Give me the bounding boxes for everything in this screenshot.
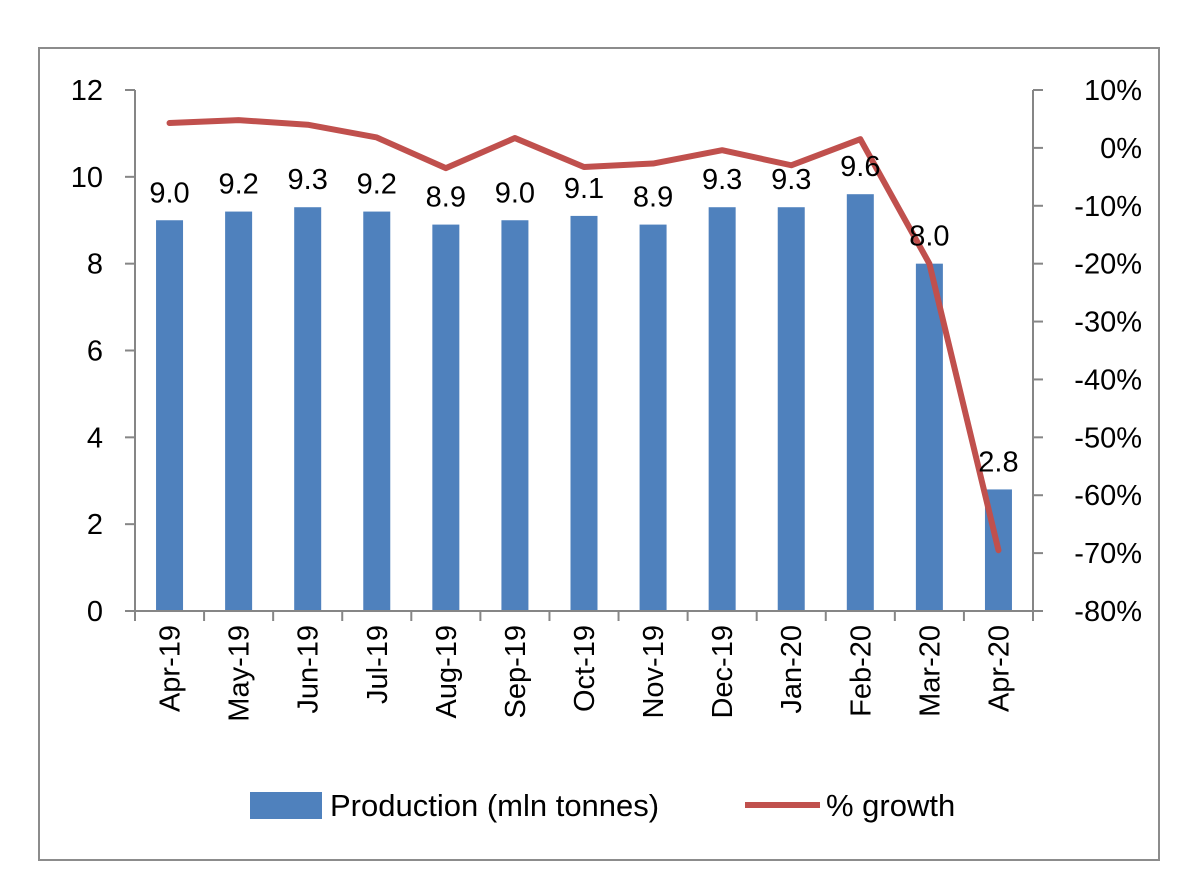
line-layer bbox=[166, 117, 1002, 554]
data-label-Jan-20: 9.3 bbox=[771, 164, 811, 196]
data-label-Feb-20: 9.6 bbox=[840, 151, 880, 183]
data-label-Jul-19: 9.2 bbox=[357, 169, 397, 201]
x-tick-label: Oct-19 bbox=[569, 625, 601, 712]
y-right-tick-label: -80% bbox=[1074, 596, 1142, 628]
data-label-Jun-19: 9.3 bbox=[288, 164, 328, 196]
bar-Mar-20 bbox=[915, 263, 943, 611]
y-right-tick-label: -40% bbox=[1074, 364, 1142, 396]
bar-Apr-19 bbox=[156, 220, 184, 611]
data-label-Apr-19: 9.0 bbox=[149, 177, 189, 209]
data-label-Mar-20: 8.0 bbox=[909, 221, 949, 253]
y-left-tick-label: 10 bbox=[71, 162, 103, 194]
legend-label-growth: % growth bbox=[826, 788, 955, 823]
bar-Feb-20 bbox=[846, 194, 874, 611]
bar-Jun-19 bbox=[294, 207, 322, 611]
x-tick-label: Jan-20 bbox=[776, 625, 808, 714]
growth-line bbox=[166, 117, 1002, 554]
y-left-tick-label: 12 bbox=[71, 75, 103, 107]
y-right-tick-label: -20% bbox=[1074, 249, 1142, 281]
y-left-tick-label: 4 bbox=[87, 422, 103, 454]
bar-Dec-19 bbox=[708, 207, 736, 611]
bar-Jan-20 bbox=[777, 207, 805, 611]
y-right-tick-label: 10% bbox=[1084, 75, 1142, 107]
x-tick-label: Mar-20 bbox=[914, 625, 946, 717]
bar-Nov-19 bbox=[639, 224, 667, 611]
x-tick-label: May-19 bbox=[224, 625, 256, 722]
labels-layer: 9.0 9.2 9.3 9.2 8.9 9.0 9.1 8.9 9.3 9.3 9.6 8.0 2.8 bbox=[149, 151, 1018, 478]
y-right-tick-label: -50% bbox=[1074, 422, 1142, 454]
y-left-tick-label: 0 bbox=[87, 596, 103, 628]
data-label-Apr-20: 2.8 bbox=[978, 446, 1018, 478]
x-tick-label: Sep-19 bbox=[500, 625, 532, 719]
data-label-Oct-19: 9.1 bbox=[564, 173, 604, 205]
y-right-tick-label: 0% bbox=[1100, 133, 1142, 165]
y-right-tick-label: -30% bbox=[1074, 307, 1142, 339]
legend-label-production: Production (mln tonnes) bbox=[330, 788, 659, 823]
bar-Jul-19 bbox=[363, 211, 391, 612]
legend: Production (mln tonnes) % growth bbox=[250, 788, 955, 823]
x-tick-label: Apr-19 bbox=[155, 625, 187, 712]
y-left-tick-label: 8 bbox=[87, 249, 103, 281]
bar-May-19 bbox=[225, 211, 253, 612]
bars-layer bbox=[156, 194, 1012, 612]
y-right-tick-label: -60% bbox=[1074, 480, 1142, 512]
x-tick-label: Jul-19 bbox=[362, 625, 394, 704]
data-label-Nov-19: 8.9 bbox=[633, 182, 673, 214]
y-right-tick-label: -10% bbox=[1074, 191, 1142, 223]
y-right-tick-label: -70% bbox=[1074, 538, 1142, 570]
x-tick-label: Feb-20 bbox=[845, 625, 877, 717]
bar-Aug-19 bbox=[432, 224, 460, 611]
legend-swatch-production bbox=[250, 792, 322, 819]
axes-layer: 0 2 4 6 8 10 12 10% 0% -10% -20% -30% -40% -50% -60% -7… bbox=[71, 75, 1142, 722]
data-label-Dec-19: 9.3 bbox=[702, 164, 742, 196]
x-tick-label: Nov-19 bbox=[638, 625, 670, 719]
x-tick-label: Jun-19 bbox=[293, 625, 325, 714]
x-tick-label: Aug-19 bbox=[431, 625, 463, 719]
data-label-Sep-19: 9.0 bbox=[495, 177, 535, 209]
x-tick-label: Dec-19 bbox=[707, 625, 739, 719]
y-left-tick-label: 6 bbox=[87, 336, 103, 368]
y-left-tick-label: 2 bbox=[87, 509, 103, 541]
bar-Sep-19 bbox=[501, 220, 529, 611]
data-label-May-19: 9.2 bbox=[218, 169, 258, 201]
x-tick-label: Apr-20 bbox=[983, 625, 1015, 712]
data-label-Aug-19: 8.9 bbox=[426, 182, 466, 214]
bar-Oct-19 bbox=[570, 215, 598, 612]
